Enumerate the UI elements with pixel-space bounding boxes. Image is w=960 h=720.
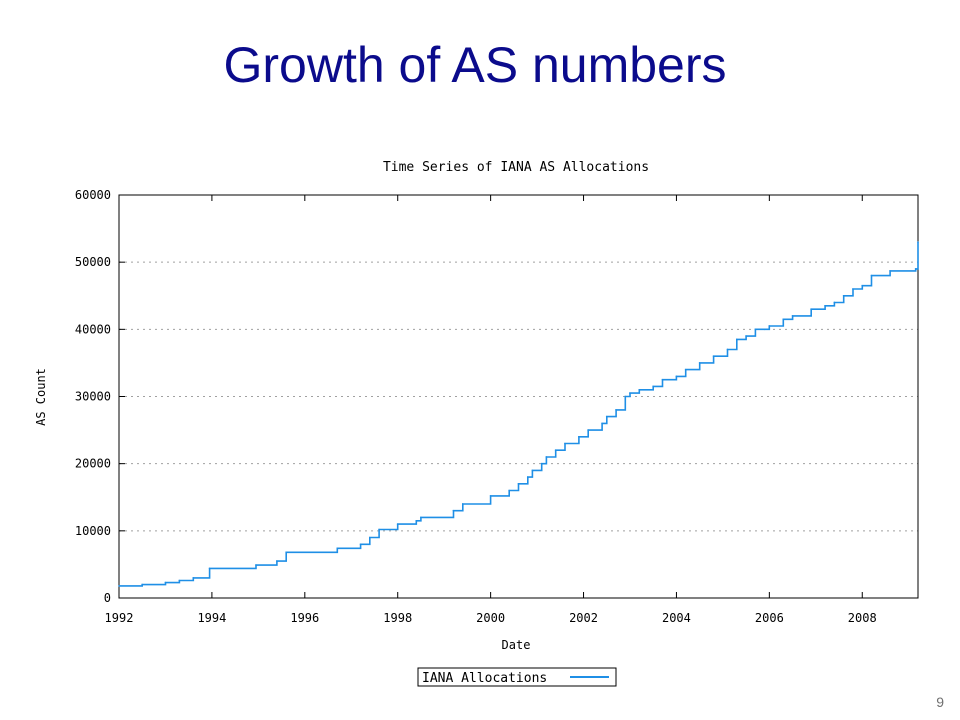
series-line — [119, 242, 919, 587]
data-point — [661, 378, 664, 381]
data-point — [842, 294, 845, 297]
data-point — [768, 325, 771, 327]
plot-frame — [118, 194, 919, 599]
x-tick-label: 1994 — [197, 611, 226, 625]
data-point — [917, 241, 919, 243]
data-point — [605, 415, 608, 418]
data-point — [415, 519, 418, 522]
data-point — [852, 288, 854, 290]
legend-label: IANA Allocations — [422, 671, 547, 686]
data-point — [336, 547, 339, 550]
data-point — [255, 564, 257, 566]
y-axis-label: AS Count — [34, 368, 48, 426]
data-point — [754, 328, 757, 331]
data-point — [517, 483, 520, 485]
x-tick-label: 2008 — [848, 611, 877, 625]
y-tick-label: 60000 — [75, 188, 111, 202]
data-point — [118, 585, 120, 587]
data-point — [712, 355, 715, 358]
x-tick-label: 1998 — [383, 611, 412, 625]
data-point — [276, 560, 278, 562]
data-point — [629, 392, 631, 394]
data-point — [745, 335, 747, 337]
data-point — [359, 543, 362, 546]
data-point — [164, 581, 167, 584]
y-tick-label: 20000 — [75, 457, 111, 471]
data-point — [141, 583, 144, 586]
data-point — [791, 315, 794, 317]
data-point — [587, 429, 589, 431]
legend-box — [417, 667, 617, 687]
data-point — [192, 577, 195, 579]
data-point — [396, 523, 399, 525]
data-point — [624, 395, 627, 398]
x-tick-label: 2002 — [569, 611, 598, 625]
data-point — [736, 338, 738, 341]
data-point — [601, 422, 603, 425]
y-tick-label: 0 — [104, 591, 111, 605]
chart-title: Time Series of IANA AS Allocations — [383, 160, 649, 175]
chart-axes: 0 10000 20000 30000 40000 50000 60000 1992 1994 1… — [75, 188, 919, 625]
x-axis-label: Date — [502, 638, 531, 652]
data-point — [638, 388, 641, 391]
data-point — [508, 489, 511, 492]
data-point — [208, 567, 211, 570]
data-point — [698, 362, 701, 364]
data-point — [914, 268, 917, 270]
data-point — [726, 348, 729, 351]
data-point — [489, 495, 492, 497]
data-point — [824, 305, 826, 307]
data-point — [889, 270, 891, 272]
x-tick-label: 2004 — [662, 611, 691, 625]
x-tick-label: 1992 — [105, 611, 134, 625]
data-point — [684, 368, 687, 371]
data-point — [545, 456, 548, 458]
data-point — [675, 375, 678, 378]
page-number: 9 — [936, 694, 944, 710]
data-point — [870, 274, 873, 277]
data-point — [378, 528, 380, 531]
data-point — [420, 516, 422, 519]
data-point — [369, 536, 371, 539]
data-point — [810, 308, 812, 310]
data-point — [578, 436, 580, 438]
data-point — [763, 328, 766, 331]
data-point — [554, 449, 557, 452]
data-point — [540, 462, 543, 465]
x-tick-label: 1996 — [290, 611, 319, 625]
data-point — [452, 509, 455, 512]
y-tick-label: 50000 — [75, 255, 111, 269]
data-point — [526, 476, 529, 478]
slide-title: Growth of AS numbers — [223, 37, 727, 93]
data-point — [178, 579, 181, 582]
data-point — [782, 318, 785, 321]
x-tick-label: 2000 — [476, 611, 505, 625]
y-tick-label: 30000 — [75, 390, 111, 404]
chart-series — [118, 241, 919, 587]
chart-grid — [119, 261, 918, 532]
data-point — [652, 385, 655, 388]
x-tick-label: 2006 — [755, 611, 784, 625]
data-point — [461, 503, 464, 505]
chart-legend: IANA Allocations — [417, 667, 617, 687]
data-point — [615, 409, 617, 411]
data-point — [564, 442, 566, 445]
y-tick-label: 40000 — [75, 322, 111, 336]
data-point — [531, 469, 534, 472]
data-point — [833, 301, 836, 304]
y-tick-label: 10000 — [75, 524, 111, 538]
data-point — [861, 284, 864, 287]
data-point — [285, 551, 288, 554]
